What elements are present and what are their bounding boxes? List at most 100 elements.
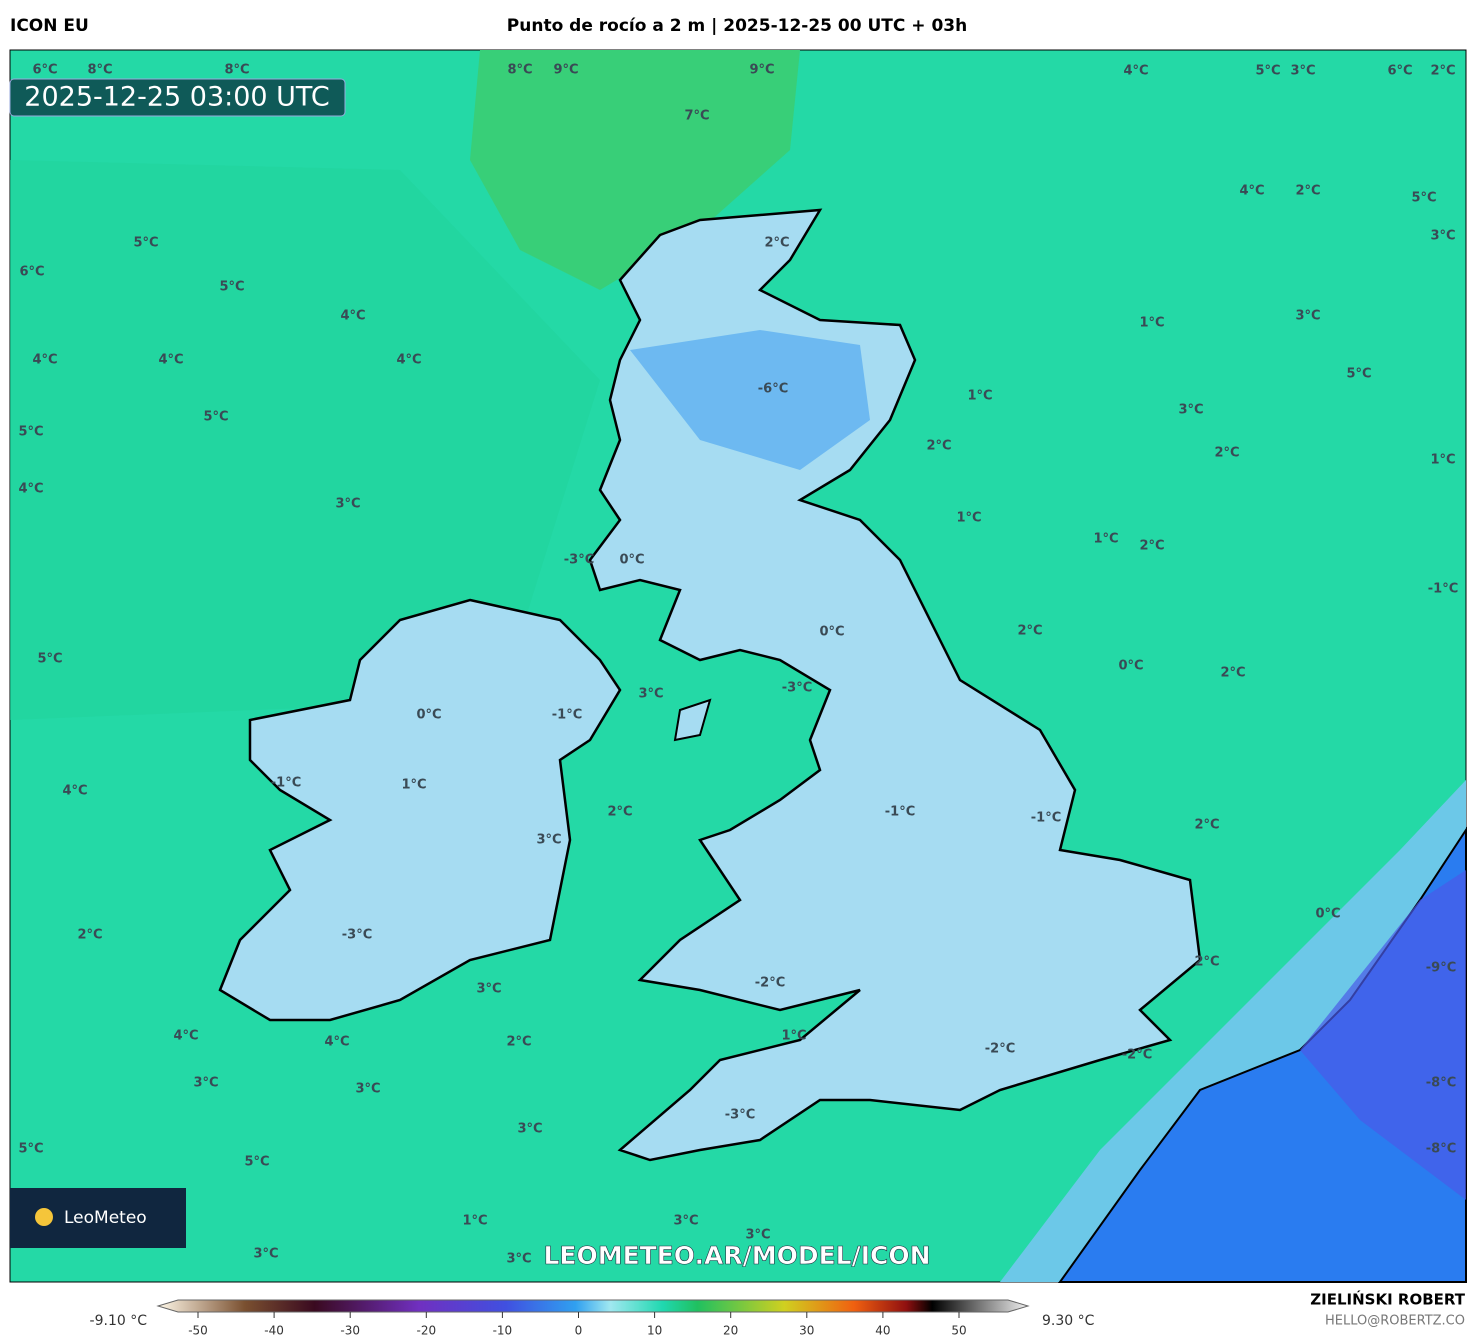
temperature-label: 3°C: [193, 1076, 218, 1091]
temperature-label: 7°C: [684, 109, 709, 124]
temperature-label: 6°C: [19, 265, 44, 280]
temperature-label: 3°C: [506, 1252, 531, 1267]
temperature-label: 5°C: [244, 1155, 269, 1170]
colorbar-tick-label: -30: [340, 1324, 360, 1338]
temperature-label: 2°C: [1220, 666, 1245, 681]
temperature-label: 1°C: [781, 1029, 806, 1044]
temperature-label: 4°C: [324, 1035, 349, 1050]
colorbar-tick-label: 0: [575, 1324, 583, 1338]
temperature-label: 5°C: [18, 425, 43, 440]
temperature-label: -3°C: [564, 553, 594, 568]
temperature-label: 9°C: [553, 63, 578, 78]
temperature-label: 5°C: [1411, 191, 1436, 206]
temperature-label: 1°C: [1139, 316, 1164, 331]
ireland: [218, 598, 622, 1022]
temperature-label: 3°C: [1290, 64, 1315, 79]
temperature-label: 3°C: [253, 1247, 278, 1262]
temperature-label: 9°C: [749, 63, 774, 78]
model-name: ICON EU: [10, 16, 89, 36]
logo-text: LeoMeteo: [64, 1208, 147, 1228]
temperature-label: -1°C: [1428, 582, 1458, 597]
temperature-label: 6°C: [32, 63, 57, 78]
temperature-label: 1°C: [967, 389, 992, 404]
temperature-label: 4°C: [1239, 184, 1264, 199]
temperature-label: 2°C: [926, 439, 951, 454]
colorbar-tick-label: 10: [647, 1324, 662, 1338]
temperature-label: 0°C: [819, 625, 844, 640]
temperature-label: 8°C: [87, 63, 112, 78]
colorbar-tick-label: -50: [188, 1324, 208, 1338]
temperature-label: 2°C: [77, 928, 102, 943]
temperature-label: 5°C: [1255, 64, 1280, 79]
temperature-label: -3°C: [782, 681, 812, 696]
temperature-label: 2°C: [1194, 955, 1219, 970]
temperature-label: 0°C: [619, 553, 644, 568]
map-title: Punto de rocío a 2 m | 2025-12-25 00 UTC…: [507, 16, 967, 36]
timestamp: 2025-12-25 03:00 UTC: [24, 82, 329, 113]
temperature-label: -1°C: [885, 805, 915, 820]
temperature-label: 4°C: [62, 784, 87, 799]
temperature-label: -2°C: [985, 1042, 1015, 1057]
temperature-label: -1°C: [271, 776, 301, 791]
temperature-label: 5°C: [133, 236, 158, 251]
temperature-label: 1°C: [462, 1214, 487, 1229]
logo-sun: [35, 1208, 53, 1226]
temperature-label: 0°C: [1118, 659, 1143, 674]
colorbar-max: 9.30 °C: [1042, 1313, 1095, 1329]
colorbar-tick-label: -20: [416, 1324, 436, 1338]
temperature-label: 1°C: [1430, 453, 1455, 468]
colorbar-tick-label: 50: [951, 1324, 966, 1338]
temperature-label: -3°C: [725, 1108, 755, 1123]
highlands-cold: [630, 330, 870, 470]
temperature-label: 3°C: [335, 497, 360, 512]
temperature-label: 2°C: [1139, 539, 1164, 554]
temperature-label: -2°C: [755, 976, 785, 991]
temperature-label: 4°C: [173, 1029, 198, 1044]
colorbar-tick-label: -40: [264, 1324, 284, 1338]
temperature-label: 2°C: [607, 805, 632, 820]
temperature-label: 2°C: [1017, 624, 1042, 639]
temperature-label: 1°C: [956, 511, 981, 526]
temperature-label: 4°C: [32, 353, 57, 368]
temperature-label: 4°C: [18, 482, 43, 497]
temperature-label: 3°C: [745, 1228, 770, 1243]
temperature-label: 0°C: [416, 708, 441, 723]
temperature-label: 8°C: [224, 63, 249, 78]
isle-of-man: [673, 698, 712, 742]
temperature-label: 3°C: [1295, 309, 1320, 324]
temperature-label: 5°C: [18, 1142, 43, 1157]
temperature-label: -3°C: [342, 928, 372, 943]
cold-area: [1300, 870, 1466, 1200]
temperature-label: 6°C: [1387, 64, 1412, 79]
temperature-label: 5°C: [37, 652, 62, 667]
temperature-label: 8°C: [507, 63, 532, 78]
temperature-label: 4°C: [396, 353, 421, 368]
temperature-label: 4°C: [340, 309, 365, 324]
temperature-label: 3°C: [673, 1214, 698, 1229]
temperature-label: 2°C: [1194, 818, 1219, 833]
colorbar-tick-label: 40: [875, 1324, 890, 1338]
temperature-label: -2°C: [1122, 1048, 1152, 1063]
temperature-label: -6°C: [758, 382, 788, 397]
temperature-label: 3°C: [355, 1082, 380, 1097]
temperature-label: 1°C: [1093, 532, 1118, 547]
temperature-label: 5°C: [219, 280, 244, 295]
author: ZIELIŃSKI ROBERT: [1310, 1290, 1465, 1309]
temperature-label: -1°C: [1031, 811, 1061, 826]
temperature-label: -9°C: [1426, 961, 1456, 976]
sea-shade: [10, 160, 600, 720]
temperature-label: 3°C: [536, 833, 561, 848]
temperature-label: 2°C: [1214, 446, 1239, 461]
temperature-label: 2°C: [764, 236, 789, 251]
map: [9, 49, 1467, 1283]
temperature-label: 3°C: [1178, 403, 1203, 418]
temperature-label: 3°C: [1430, 229, 1455, 244]
warm-area: [470, 50, 800, 290]
temperature-label: 2°C: [1295, 184, 1320, 199]
colorbar: [156, 1299, 1030, 1313]
temperature-label: 3°C: [517, 1122, 542, 1137]
temperature-label: 5°C: [203, 410, 228, 425]
temperature-label: 2°C: [506, 1035, 531, 1050]
temperature-label: 0°C: [1315, 907, 1340, 922]
